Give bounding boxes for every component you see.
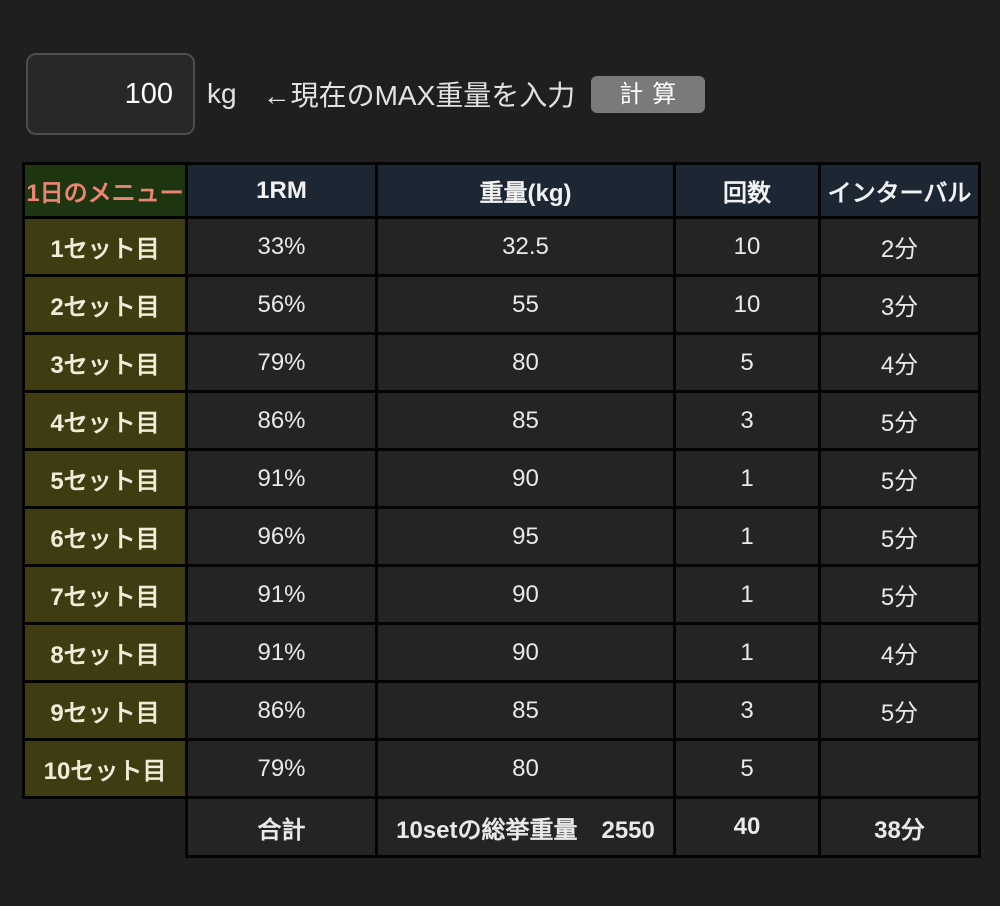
rm-cell: 91% [185, 448, 378, 509]
reps-cell: 1 [673, 622, 821, 683]
set-label-cell: 1セット目 [22, 216, 188, 277]
interval-cell: 5分 [818, 506, 981, 567]
header-cell-interval: インターバル [818, 162, 981, 219]
set-label-cell: 3セット目 [22, 332, 188, 393]
reps-cell: 5 [673, 332, 821, 393]
reps-cell: 10 [673, 274, 821, 335]
reps-cell: 10 [673, 216, 821, 277]
weight-cell: 90 [375, 448, 676, 509]
table-row-set-5: 5セット目 91% 90 1 5分 [22, 448, 981, 509]
max-weight-input[interactable] [26, 53, 195, 135]
rm-cell: 56% [185, 274, 378, 335]
weight-cell: 80 [375, 332, 676, 393]
set-label-cell: 8セット目 [22, 622, 188, 683]
header-cell-reps: 回数 [673, 162, 821, 219]
empty-corner-cell [24, 798, 187, 857]
rm-cell: 33% [185, 216, 378, 277]
interval-cell: 2分 [818, 216, 981, 277]
interval-cell: 4分 [818, 622, 981, 683]
interval-cell: 4分 [818, 332, 981, 393]
table-row-set-2: 2セット目 56% 55 10 3分 [22, 274, 981, 335]
set-label-cell: 6セット目 [22, 506, 188, 567]
rm-cell: 79% [185, 738, 378, 799]
reps-cell: 3 [673, 680, 821, 741]
weight-cell: 90 [375, 564, 676, 625]
weight-cell: 95 [375, 506, 676, 567]
reps-cell: 1 [673, 506, 821, 567]
table-row-set-10: 10セット目 79% 80 5 [22, 738, 981, 799]
set-label-cell: 2セット目 [22, 274, 188, 335]
weight-cell: 55 [375, 274, 676, 335]
rm-cell: 86% [185, 680, 378, 741]
calculate-button[interactable]: 計算 [591, 75, 706, 113]
set-label-cell: 9セット目 [22, 680, 188, 741]
reps-cell: 5 [673, 738, 821, 799]
table-row-set-8: 8セット目 91% 90 1 4分 [22, 622, 981, 683]
input-bar: kg ←現在のMAX重量を入力 計算 [26, 53, 706, 135]
header-cell-daily-menu: 1日のメニュー [22, 162, 188, 219]
workout-menu-table: 1日のメニュー 1RM 重量(kg) 回数 インターバル 1セット目 33% 3… [22, 162, 981, 858]
weight-cell: 32.5 [375, 216, 676, 277]
total-row: 合計 10setの総挙重量 2550 40 38分 [24, 796, 981, 858]
table-row-set-9: 9セット目 86% 85 3 5分 [22, 680, 981, 741]
table-row-set-7: 7セット目 91% 90 1 5分 [22, 564, 981, 625]
total-reps-cell: 40 [673, 796, 821, 858]
rm-cell: 96% [185, 506, 378, 567]
interval-cell: 3分 [818, 274, 981, 335]
set-label-cell: 4セット目 [22, 390, 188, 451]
interval-cell: 5分 [818, 680, 981, 741]
set-label-cell: 10セット目 [22, 738, 188, 799]
total-interval-cell: 38分 [818, 796, 981, 858]
reps-cell: 3 [673, 390, 821, 451]
header-cell-weight: 重量(kg) [375, 162, 676, 219]
weight-cell: 85 [375, 390, 676, 451]
total-weight-cell: 10setの総挙重量 2550 [375, 796, 676, 858]
weight-cell: 90 [375, 622, 676, 683]
rm-cell: 91% [185, 622, 378, 683]
reps-cell: 1 [673, 448, 821, 509]
interval-cell [818, 738, 981, 799]
interval-cell: 5分 [818, 564, 981, 625]
input-hint-text: ←現在のMAX重量を入力 [262, 80, 576, 111]
unit-label: kg [207, 78, 237, 109]
set-label-cell: 7セット目 [22, 564, 188, 625]
table-row-set-1: 1セット目 33% 32.5 10 2分 [22, 216, 981, 277]
interval-cell: 5分 [818, 448, 981, 509]
total-label-cell: 合計 [185, 796, 378, 858]
rm-cell: 86% [185, 390, 378, 451]
table-row-set-6: 6セット目 96% 95 1 5分 [22, 506, 981, 567]
header-row: 1日のメニュー 1RM 重量(kg) 回数 インターバル [22, 162, 981, 219]
table-row-set-4: 4セット目 86% 85 3 5分 [22, 390, 981, 451]
table-row-set-3: 3セット目 79% 80 5 4分 [22, 332, 981, 393]
set-label-cell: 5セット目 [22, 448, 188, 509]
weight-cell: 85 [375, 680, 676, 741]
weight-cell: 80 [375, 738, 676, 799]
rm-cell: 91% [185, 564, 378, 625]
interval-cell: 5分 [818, 390, 981, 451]
reps-cell: 1 [673, 564, 821, 625]
rm-cell: 79% [185, 332, 378, 393]
header-cell-1rm: 1RM [185, 162, 378, 219]
